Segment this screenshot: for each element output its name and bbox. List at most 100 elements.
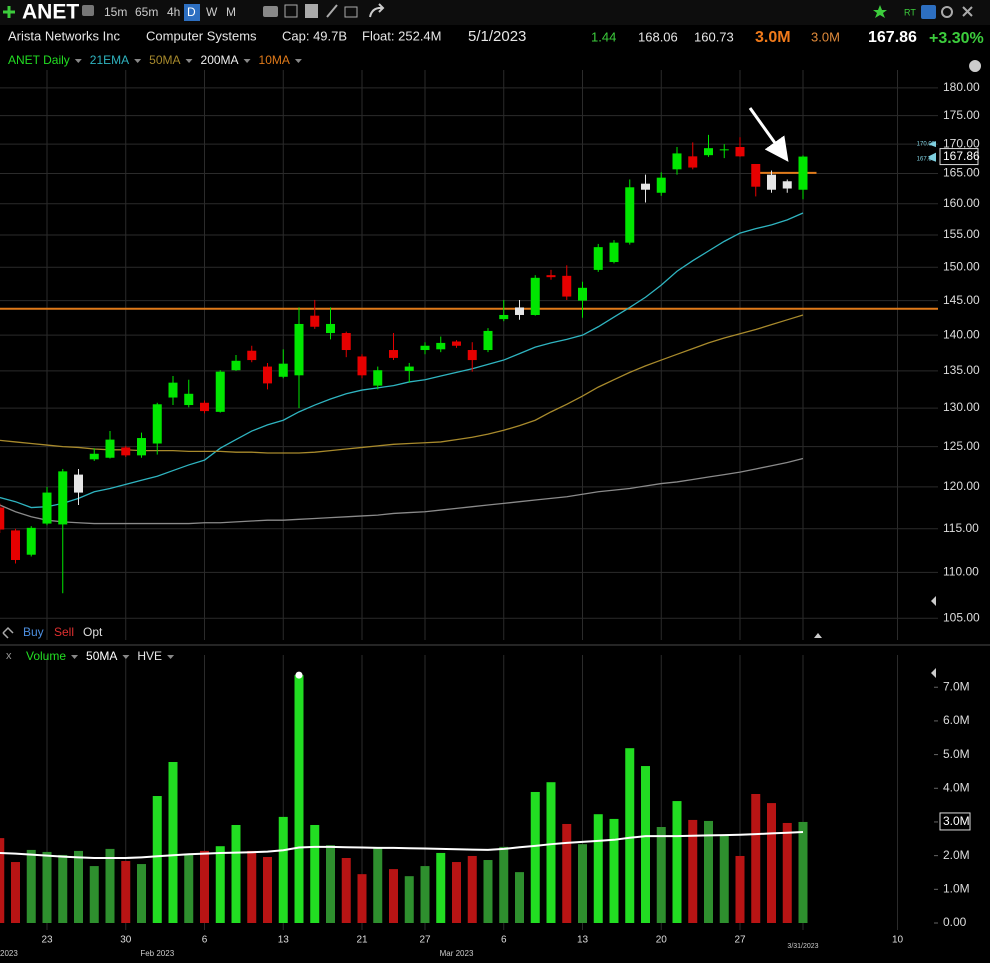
candle-body	[483, 330, 493, 351]
timeframe[interactable]: D	[187, 5, 196, 19]
high-volume-dot	[295, 671, 303, 679]
symbol[interactable]: ANET	[22, 1, 79, 24]
star-icon[interactable]	[873, 5, 887, 18]
candle-body	[294, 323, 304, 376]
legend-item[interactable]: 50MA	[86, 649, 117, 663]
legend-item[interactable]: 200MA	[201, 53, 239, 67]
tool-icon[interactable]	[305, 4, 318, 18]
snapshot-icon[interactable]	[82, 5, 94, 16]
candle-body	[688, 156, 698, 168]
sell-button[interactable]: Sell	[54, 625, 74, 639]
y-tick-label: 105.00	[943, 610, 980, 624]
timeframe[interactable]: W	[206, 5, 218, 19]
candle-body	[373, 370, 383, 386]
volume-bar	[452, 862, 461, 923]
candle-body	[641, 183, 650, 190]
add-icon[interactable]	[3, 6, 15, 18]
candle-body	[499, 314, 509, 320]
legend-item[interactable]: HVE	[137, 649, 162, 663]
y-tick-label: 135.00	[943, 363, 980, 377]
volume-bar	[688, 819, 698, 923]
tool-icon[interactable]	[284, 4, 298, 18]
price-marker	[928, 141, 936, 148]
legend-item[interactable]: Volume	[26, 649, 66, 663]
y-tick-label: 165.00	[943, 166, 980, 180]
candle-body	[672, 153, 682, 170]
candle-body	[137, 438, 146, 456]
volume-bar	[798, 821, 808, 923]
legend-item[interactable]: ANET Daily	[8, 53, 70, 67]
volume-bar	[578, 844, 587, 923]
volume-bar	[0, 838, 5, 923]
volume-bar	[278, 816, 288, 923]
y-tick-label: 110.00	[943, 565, 979, 579]
candle-body	[0, 507, 5, 530]
volume-bar	[310, 824, 320, 923]
volume-bar	[735, 855, 745, 923]
share-icon[interactable]	[369, 3, 385, 18]
y-tick-label: 125.00	[943, 439, 980, 453]
settings-icon[interactable]	[969, 60, 982, 72]
scroll-marker[interactable]	[931, 668, 936, 678]
change: +3.30%	[929, 30, 984, 47]
y-tick-label: 115.00	[943, 521, 979, 535]
volume-bar	[436, 852, 446, 923]
candle-body	[782, 181, 792, 189]
option-button[interactable]: Opt	[83, 625, 103, 639]
y-tick-label: 130.00	[943, 400, 980, 414]
candle-body	[121, 447, 131, 456]
volume-bar	[515, 872, 524, 923]
timeframe[interactable]: M	[226, 5, 236, 19]
volume-bar	[26, 849, 36, 923]
annotation-arrow	[748, 107, 789, 162]
draw-icon[interactable]	[326, 4, 338, 18]
x-month-label: Feb 2023	[140, 949, 174, 958]
x-tick-label: 27	[419, 935, 431, 946]
market-cap: Cap: 49.7B	[282, 28, 347, 43]
y-tick-label: 2.0M	[943, 848, 970, 862]
price-marker-label: 167.50	[917, 156, 936, 162]
volume-bar	[641, 766, 650, 923]
x-tick-label: 30	[120, 935, 132, 946]
timeframe[interactable]: 65m	[135, 5, 158, 19]
volume-bar	[121, 861, 131, 923]
dropdown-arrow	[185, 59, 193, 63]
y-tick-label: 175.00	[943, 108, 980, 122]
last-price-pointer	[928, 152, 936, 161]
moving-average-line	[0, 457, 804, 525]
volume: 3.0M	[755, 29, 791, 46]
candle-body	[357, 356, 367, 376]
legend-item[interactable]: 50MA	[149, 53, 180, 67]
candle-body	[546, 275, 556, 278]
legend-item[interactable]: 10MA	[259, 53, 290, 67]
y-tick-label: 6.0M	[943, 713, 970, 727]
dropdown-arrow	[243, 59, 251, 63]
candle-body	[341, 333, 351, 351]
tool-icon[interactable]	[263, 6, 278, 17]
buy-button[interactable]: Buy	[23, 625, 44, 639]
price: 167.86	[868, 29, 917, 46]
y-tick-label: 155.00	[943, 227, 980, 241]
tool-icon[interactable]	[344, 6, 358, 18]
timeframe[interactable]: 15m	[104, 5, 127, 19]
volume-bar	[782, 822, 792, 923]
x-tick-label: 23	[41, 935, 53, 946]
scroll-marker[interactable]	[814, 633, 822, 638]
order-icon[interactable]	[2, 626, 14, 639]
x-tick-label: 21	[356, 935, 368, 946]
y-tick-label: 4.0M	[943, 780, 970, 794]
timeframe[interactable]: 4h	[167, 5, 180, 19]
panel-close[interactable]: x	[6, 650, 12, 662]
candle-body	[152, 404, 162, 444]
close-icon[interactable]	[962, 6, 973, 17]
volume-bar	[420, 866, 430, 923]
y-tick-label: 1.0M	[943, 881, 970, 895]
y-tick-label: 7.0M	[943, 679, 970, 693]
volume-bar	[357, 874, 367, 923]
s-icon[interactable]	[921, 5, 936, 19]
settings-icon[interactable]	[941, 6, 953, 18]
legend-item[interactable]: 21EMA	[90, 53, 129, 67]
x-tick-label: 3/31/2023	[787, 943, 818, 950]
candle-body	[704, 148, 713, 156]
scroll-marker[interactable]	[931, 596, 936, 606]
